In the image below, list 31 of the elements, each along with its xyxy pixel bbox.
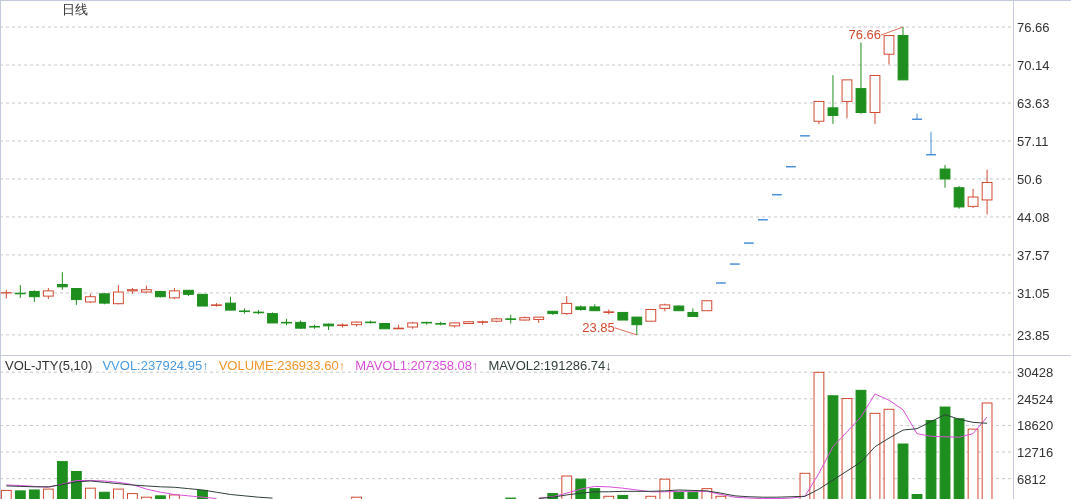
candlestick [967, 188, 979, 209]
candlestick [939, 164, 951, 189]
annotation: VOLUME:236933.60↑ [218, 358, 346, 373]
y-tick-label: 30428 [1017, 365, 1054, 381]
text: MAVOL2:191286.74↓ [488, 358, 612, 373]
text: MAVOL1:207358.08↑ [355, 358, 479, 373]
candlestick [827, 74, 839, 125]
chart-title: VOL-JTY(5,10) [5, 358, 93, 373]
candlestick [813, 100, 825, 125]
y-tick-label: 57.11 [1017, 134, 1049, 150]
y-tick-label: 70.14 [1017, 58, 1050, 74]
y-tick-label: 50.6 [1017, 171, 1043, 187]
y-tick-label: 24524 [1017, 391, 1054, 407]
y-tick-label: 31.05 [1017, 285, 1050, 301]
y-tick-label: 76.66 [1017, 20, 1050, 36]
candlestick [841, 79, 853, 119]
y-tick-label: 37.57 [1017, 247, 1050, 263]
annotation: 76.66 [848, 27, 882, 43]
y-tick-label: 18620 [1017, 418, 1054, 434]
y-tick-label: 12716 [1017, 445, 1054, 461]
y-tick-label: 63.63 [1017, 96, 1050, 111]
annotation: 23.85 [582, 319, 615, 335]
y-tick-label: 23.85 [1017, 327, 1050, 343]
candlestick [855, 42, 867, 115]
y-tick-label: 44.08 [1017, 209, 1050, 225]
chart-title: 日线 [62, 2, 88, 17]
annotation: VVOL:237924.95↑ [102, 358, 209, 373]
candlestick [561, 295, 573, 316]
candlestick [981, 169, 993, 216]
candlestick [953, 185, 965, 210]
y-tick-label: 6812 [1017, 471, 1046, 487]
